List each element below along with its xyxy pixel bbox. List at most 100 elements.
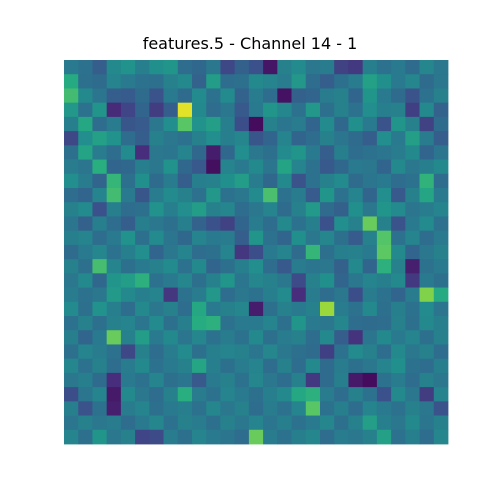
heatmap-cell	[277, 372, 292, 388]
heatmap-cell	[291, 88, 307, 104]
heatmap-cell	[177, 188, 193, 203]
heatmap-cell	[362, 230, 378, 246]
heatmap-cell	[64, 415, 79, 431]
heatmap-cell	[78, 316, 93, 331]
heatmap-cell	[192, 415, 207, 431]
heatmap-cell	[106, 173, 122, 189]
heatmap-cell	[305, 244, 321, 260]
heatmap-cell	[192, 387, 207, 402]
heatmap-cell	[64, 145, 79, 160]
heatmap-cell	[149, 316, 164, 331]
heatmap-cell	[291, 116, 307, 132]
heatmap-cell	[149, 372, 164, 388]
heatmap-cell	[234, 244, 250, 260]
heatmap-cell	[149, 244, 164, 260]
heatmap-cell	[405, 316, 420, 331]
heatmap-cell	[291, 344, 307, 360]
heatmap-cell	[135, 259, 150, 274]
heatmap-cell	[391, 273, 406, 288]
heatmap-cell	[334, 230, 349, 246]
heatmap-cell	[220, 188, 236, 203]
heatmap-cell	[305, 60, 321, 75]
heatmap-cell	[405, 344, 420, 360]
heatmap-cell	[106, 344, 122, 360]
heatmap-cell	[248, 259, 264, 274]
heatmap-cell	[106, 102, 122, 118]
heatmap-cell	[391, 74, 406, 89]
heatmap-cell	[263, 159, 278, 175]
heatmap-cell	[248, 173, 264, 189]
heatmap-cell	[305, 188, 321, 203]
heatmap-cell	[248, 159, 264, 175]
heatmap-cell	[291, 415, 307, 431]
heatmap-cell	[206, 145, 221, 160]
heatmap-cell	[376, 74, 392, 89]
heatmap-cell	[334, 372, 349, 388]
heatmap-cell	[248, 301, 264, 317]
heatmap-cell	[248, 401, 264, 416]
heatmap-cell	[334, 116, 349, 132]
heatmap-cell	[106, 316, 122, 331]
heatmap-cell	[334, 358, 349, 374]
heatmap-cell	[433, 344, 449, 360]
heatmap-cell	[234, 188, 250, 203]
heatmap-cell	[263, 301, 278, 317]
heatmap-cell	[291, 159, 307, 175]
heatmap-cell	[305, 330, 321, 345]
heatmap-cell	[92, 415, 108, 431]
heatmap-cell	[433, 202, 449, 217]
heatmap-cell	[433, 188, 449, 203]
heatmap-cell	[376, 88, 392, 104]
heatmap-cell	[106, 145, 122, 160]
heatmap-cell	[263, 273, 278, 288]
heatmap-cell	[220, 116, 236, 132]
heatmap-cell	[248, 358, 264, 374]
heatmap-cell	[291, 387, 307, 402]
heatmap-cell	[135, 88, 150, 104]
heatmap-cell	[277, 173, 292, 189]
heatmap-cell	[263, 216, 278, 232]
heatmap-cell	[220, 60, 236, 75]
heatmap-cell	[220, 387, 236, 402]
heatmap-cell	[149, 60, 164, 75]
heatmap-cell	[206, 273, 221, 288]
heatmap-cell	[263, 415, 278, 431]
heatmap-cell	[192, 102, 207, 118]
heatmap-cell	[433, 387, 449, 402]
heatmap-cell	[405, 372, 420, 388]
heatmap-cell	[391, 259, 406, 274]
heatmap-cell	[320, 429, 335, 445]
heatmap-cell	[376, 230, 392, 246]
heatmap-cell	[220, 372, 236, 388]
heatmap-cell	[362, 316, 378, 331]
heatmap-cell	[234, 287, 250, 303]
heatmap-cell	[120, 216, 136, 232]
heatmap-cell	[248, 88, 264, 104]
heatmap-cell	[320, 131, 335, 146]
heatmap-cell	[419, 173, 435, 189]
heatmap-cell	[277, 259, 292, 274]
heatmap-cell	[234, 202, 250, 217]
heatmap-cell	[320, 344, 335, 360]
heatmap-cell	[106, 88, 122, 104]
heatmap-cell	[92, 301, 108, 317]
heatmap-cell	[64, 173, 79, 189]
heatmap-cell	[192, 60, 207, 75]
heatmap-cell	[320, 216, 335, 232]
heatmap-cell	[177, 116, 193, 132]
heatmap-cell	[305, 415, 321, 431]
heatmap-cell	[433, 159, 449, 175]
heatmap-cell	[135, 287, 150, 303]
heatmap-cell	[234, 372, 250, 388]
heatmap-cell	[433, 316, 449, 331]
heatmap-cell	[220, 88, 236, 104]
heatmap-cell	[348, 330, 364, 345]
heatmap-cell	[163, 88, 179, 104]
heatmap-cell	[78, 372, 93, 388]
heatmap-cell	[106, 429, 122, 445]
heatmap-cell	[362, 401, 378, 416]
heatmap-cell	[376, 131, 392, 146]
heatmap-cell	[220, 287, 236, 303]
heatmap-cell	[234, 429, 250, 445]
heatmap-cell	[433, 60, 449, 75]
